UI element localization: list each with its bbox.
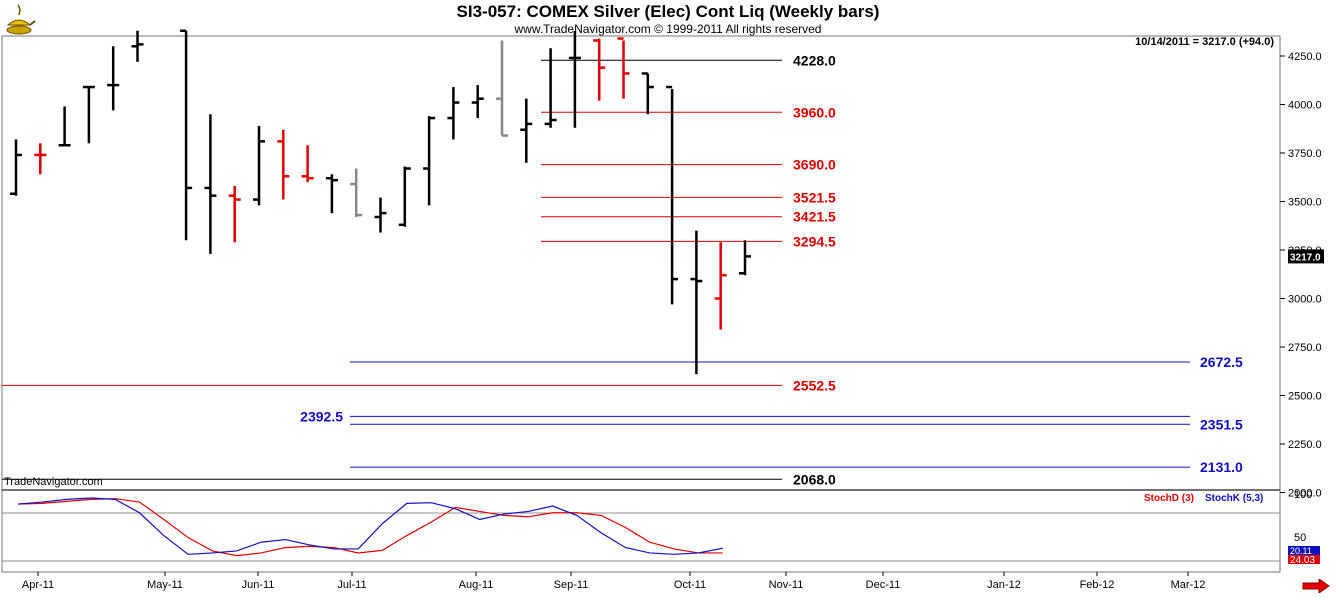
x-tick-label: May-11 <box>147 579 183 591</box>
x-tick-label: Jul-11 <box>337 579 366 591</box>
y-tick-label: 2500.0 <box>1288 391 1322 403</box>
stoch-y-tick-label: 50 <box>1294 532 1306 544</box>
y-tick-label: 3500.0 <box>1288 197 1322 209</box>
level-label: 3294.5 <box>793 233 836 249</box>
stoch-y-tick-label: 100 <box>1294 489 1312 501</box>
last-price-info: 10/14/2011 = 3217.0 (+94.0) <box>1135 36 1274 48</box>
y-tick-label: 3000.0 <box>1288 294 1322 306</box>
last-price-tag-bg <box>1288 249 1324 264</box>
legend-stochd: StochD (3) <box>1144 493 1194 504</box>
x-tick-label: Mar-12 <box>1171 579 1206 591</box>
level-label: 2552.5 <box>793 377 836 393</box>
y-tick-label: 3750.0 <box>1288 148 1322 160</box>
level-label: 2068.0 <box>793 471 836 487</box>
x-tick-label: Aug-11 <box>459 579 494 591</box>
level-label: 4228.0 <box>793 52 836 68</box>
stochd-value-tag-bg <box>1288 555 1320 564</box>
x-tick-label: Sep-11 <box>554 579 589 591</box>
genie-lamp-logo-icon <box>2 3 36 37</box>
scroll-right-arrow-icon[interactable] <box>1302 578 1330 598</box>
stochk-value-tag-bg <box>1288 546 1320 555</box>
x-tick-label: Nov-11 <box>769 579 804 591</box>
legend-stochk: StochK (5,3) <box>1205 493 1263 504</box>
x-tick-label: Dec-11 <box>866 579 901 591</box>
chart-title: SI3-057: COMEX Silver (Elec) Cont Liq (W… <box>456 2 880 21</box>
y-tick-label: 4000.0 <box>1288 100 1322 112</box>
x-tick-label: Feb-12 <box>1080 579 1115 591</box>
level-label: 3690.0 <box>793 157 836 173</box>
y-tick-label: 2000.0 <box>1288 488 1322 500</box>
level-label: 3521.5 <box>793 189 836 205</box>
price-panel-frame <box>1 35 1281 491</box>
y-tick-label: 4250.0 <box>1288 51 1322 63</box>
level-label: 2131.0 <box>1200 459 1243 475</box>
oscillator-panel-frame <box>1 489 1281 573</box>
stoch-series-line <box>17 497 723 555</box>
level-label: 2392.5 <box>300 408 343 424</box>
copyright-subtitle: www.TradeNavigator.com © 1999-2011 All r… <box>514 22 822 36</box>
y-tick-label: 2750.0 <box>1288 342 1322 354</box>
level-label: 2351.5 <box>1200 416 1243 432</box>
y-tick-label: 2250.0 <box>1288 439 1322 451</box>
level-label: 3421.5 <box>793 209 836 225</box>
level-label: 3960.0 <box>793 104 836 120</box>
x-tick-label: Jan-12 <box>987 579 1021 591</box>
stochk-value-tag: 20.11 <box>1290 546 1312 556</box>
x-tick-label: Jun-11 <box>242 579 275 591</box>
stochd-value-tag: 24.03 <box>1290 555 1315 566</box>
x-tick-label: Oct-11 <box>674 579 706 591</box>
level-label: 2672.5 <box>1200 354 1243 370</box>
x-tick-label: Apr-11 <box>22 579 54 591</box>
stoch-series-line <box>17 498 723 557</box>
last-price-tag: 3217.0 <box>1290 252 1321 263</box>
